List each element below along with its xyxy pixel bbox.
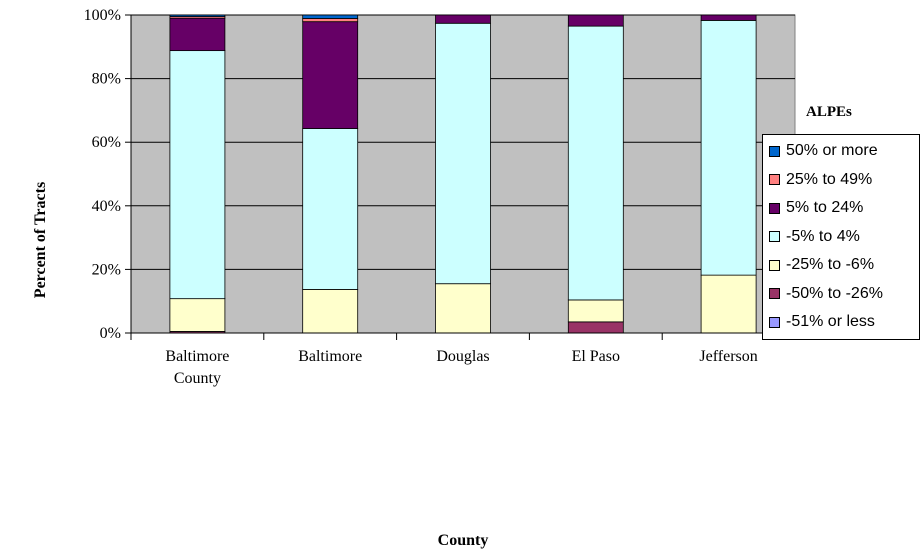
bar-segment (302, 128, 359, 290)
bar-segment (700, 20, 757, 276)
legend-item: -51% or less (769, 311, 875, 333)
bar-segment (169, 298, 226, 332)
y-tick-label: 20% (92, 261, 121, 278)
bar-segment (169, 14, 226, 17)
bar-segment (567, 14, 624, 27)
legend-title: ALPEs (806, 104, 852, 120)
legend-item: 50% or more (769, 140, 878, 162)
legend-swatch (769, 202, 780, 214)
y-tick-label: 0% (100, 325, 121, 342)
y-tick-label: 60% (92, 134, 121, 151)
y-tick-label: 40% (92, 198, 121, 215)
legend-item: 5% to 24% (769, 197, 863, 219)
legend: 50% or more 25% to 49% 5% to 24% -5% to 4% -… (762, 134, 920, 340)
bar-segment (169, 17, 226, 52)
x-tick-label: Douglas (436, 348, 489, 365)
axes (125, 14, 796, 340)
legend-swatch (769, 145, 780, 157)
legend-swatch (769, 174, 780, 185)
x-tick-label: Jefferson (699, 348, 757, 365)
legend-swatch (769, 288, 780, 299)
bar-segment (567, 25, 624, 301)
y-axis-title: Percent of Tracts (32, 182, 49, 298)
bar-segment (435, 283, 491, 334)
y-tick-labels: 0% 20% 40% 60% 80% 100% (84, 7, 121, 342)
bar-segment (435, 22, 491, 285)
x-tick-labels: Baltimore County Baltimore Douglas El Paso Je… (165, 348, 757, 387)
legend-item: -50% to -26% (769, 283, 883, 305)
x-axis-title: County (438, 532, 489, 549)
x-tick-label: Baltimore (298, 348, 362, 365)
y-tick-label: 80% (92, 71, 121, 88)
legend-item: -25% to -6% (769, 254, 874, 276)
x-tick-label: Baltimore County (165, 348, 229, 387)
bar-segment (302, 21, 359, 129)
legend-label: -51% or less (786, 313, 875, 330)
legend-label: -50% to -26% (786, 284, 883, 302)
legend-item: 25% to 49% (769, 169, 872, 191)
bar-segment (700, 14, 757, 21)
legend-swatch (769, 259, 780, 271)
legend-item: -5% to 4% (769, 226, 860, 248)
bar-segment (169, 50, 226, 300)
bar-segment (435, 14, 491, 24)
bar-segment (302, 18, 359, 23)
bar-segment (567, 321, 624, 334)
legend-label: 50% or more (786, 142, 878, 159)
legend-label: 25% to 49% (786, 170, 873, 188)
legend-swatch (769, 231, 780, 242)
bar-segment (302, 14, 359, 19)
legend-label: -25% to -6% (786, 256, 875, 273)
y-tick-label: 100% (84, 7, 121, 24)
legend-label: 5% to 24% (786, 199, 864, 216)
bar-segment (567, 299, 624, 323)
legend-label: -5% to 4% (786, 227, 860, 245)
bar-segment (700, 274, 757, 334)
bars (169, 14, 757, 334)
legend-swatch (769, 316, 780, 328)
bar-segment (302, 289, 359, 334)
x-tick-label: El Paso (572, 348, 620, 365)
